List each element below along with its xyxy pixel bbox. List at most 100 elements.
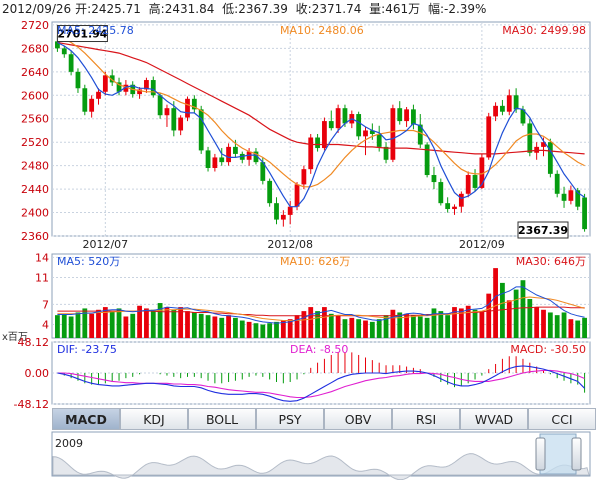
header-date: 2012/09/26 <box>2 2 72 16</box>
candle-body <box>82 88 88 112</box>
volume-bar <box>534 307 540 338</box>
candle-body <box>185 98 190 118</box>
price-y-tick: 2360 <box>21 230 49 243</box>
volume-bar <box>424 317 430 338</box>
candle-body <box>500 105 505 112</box>
candle-body <box>486 116 492 158</box>
volume-bar <box>96 309 101 338</box>
volume-bar <box>342 319 348 338</box>
tab-macd[interactable]: MACD <box>52 408 120 430</box>
volume-bar <box>260 324 266 338</box>
candle-body <box>157 95 163 116</box>
price-y-tick: 2560 <box>21 113 49 126</box>
volume-bar <box>191 312 197 338</box>
tab-wvad[interactable]: WVAD <box>460 408 528 430</box>
price-ma5-label: MA5: 2425.78 <box>57 24 134 37</box>
macd-value-label: MACD: -30.50 <box>510 343 586 356</box>
volume-bar <box>383 315 389 338</box>
volume-bar <box>356 319 362 338</box>
candle-body <box>506 95 512 112</box>
volume-bar <box>390 309 396 338</box>
volume-bar <box>506 300 512 338</box>
candle-body <box>363 130 368 137</box>
tab-cci[interactable]: CCI <box>528 408 596 430</box>
candle-body <box>96 91 101 99</box>
volume-bar <box>376 319 382 338</box>
volume-bar <box>445 315 451 338</box>
candle-body <box>233 146 238 154</box>
volume-bar <box>575 320 581 338</box>
candle-body <box>61 48 67 55</box>
volume-bar <box>233 317 238 338</box>
volume-bar <box>55 315 60 338</box>
price-ma10-label: MA10: 2480.06 <box>280 24 364 37</box>
overview-handle-right[interactable] <box>571 437 582 471</box>
volume-bar <box>75 312 81 338</box>
dif-line <box>57 365 585 402</box>
volume-bar <box>465 305 471 338</box>
candle-body <box>260 162 266 181</box>
tab-kdj[interactable]: KDJ <box>120 408 188 430</box>
high-marker: 2701.94 <box>57 28 107 41</box>
tab-boll[interactable]: BOLL <box>188 408 256 430</box>
volume-bar <box>109 311 115 338</box>
volume-ma30-line <box>57 306 585 317</box>
candle-body <box>369 130 375 134</box>
volume-bar <box>404 313 409 338</box>
volume-bar <box>561 312 567 338</box>
high-marker-box <box>56 25 108 43</box>
candle-body <box>575 190 581 207</box>
candle-body <box>458 193 464 207</box>
candle-body <box>198 109 204 151</box>
tab-obv[interactable]: OBV <box>324 408 392 430</box>
volume-bar <box>472 309 478 338</box>
volume-bar <box>205 315 211 338</box>
candle-body <box>431 175 437 183</box>
macd-y-tick: 48.12 <box>18 336 50 349</box>
volume-bar <box>226 315 231 338</box>
candle-body <box>144 80 149 90</box>
overview-handle-left[interactable] <box>535 437 546 471</box>
price-y-tick: 2680 <box>21 42 49 55</box>
volume-bar <box>335 315 341 338</box>
volume-bar <box>527 299 533 338</box>
volume-unit-label: x百万 <box>2 331 28 343</box>
volume-bar <box>253 323 259 338</box>
low-marker: 2367.39 <box>518 224 568 237</box>
volume-bar <box>61 313 67 338</box>
candle-body <box>390 108 396 160</box>
candle-body <box>417 124 423 145</box>
volume-bar <box>280 320 286 338</box>
price-ma5-line <box>57 41 585 208</box>
candle-body <box>493 105 498 117</box>
price-y-tick: 2600 <box>21 89 49 102</box>
volume-bar <box>239 320 245 338</box>
price-y-tick: 2400 <box>21 207 49 220</box>
volume-bar <box>102 307 108 338</box>
candle-body <box>335 108 341 129</box>
candle-body <box>411 109 416 125</box>
low-marker-box <box>517 221 569 239</box>
volume-bar <box>308 307 314 338</box>
volume-bar <box>157 303 163 338</box>
candle-body <box>294 184 300 207</box>
volume-bar <box>452 307 457 338</box>
header-open: 开:2425.71 <box>75 2 141 16</box>
volume-bar <box>130 313 136 338</box>
candle-body <box>356 114 362 137</box>
tab-rsi[interactable]: RSI <box>392 408 460 430</box>
volume-y-tick: 14 <box>35 251 49 264</box>
candle-body <box>438 182 444 204</box>
tab-psy[interactable]: PSY <box>256 408 324 430</box>
candle-body <box>212 157 218 168</box>
volume-bar <box>178 307 184 338</box>
volume-bar <box>274 321 279 338</box>
volume-bar <box>438 311 444 338</box>
volume-ma10-label: MA10: 626万 <box>280 255 350 268</box>
volume-bar <box>363 320 368 338</box>
volume-bar <box>411 315 416 338</box>
volume-bar <box>582 317 587 338</box>
candle-body <box>342 108 348 124</box>
volume-y-tick: 4 <box>42 319 49 332</box>
